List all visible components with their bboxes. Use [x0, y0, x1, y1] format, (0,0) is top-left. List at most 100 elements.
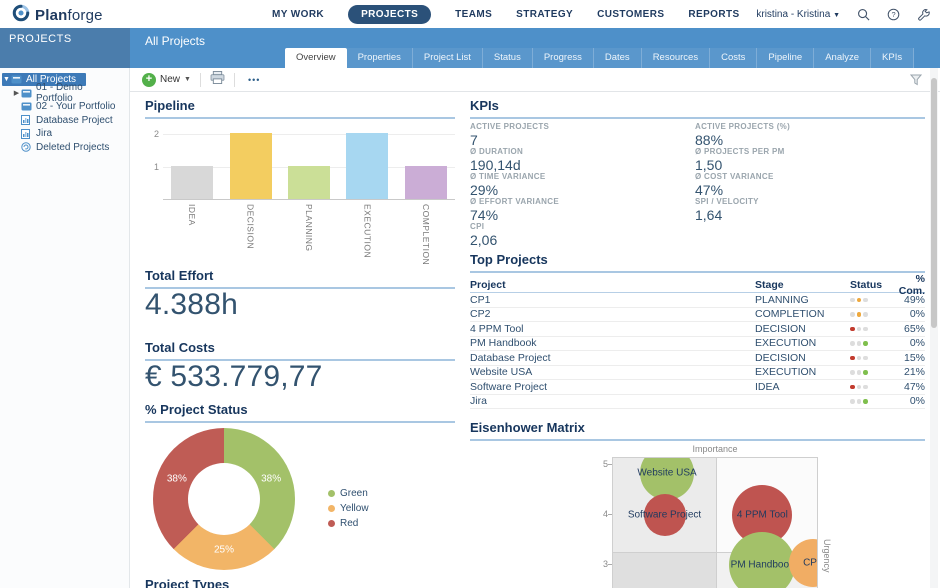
filter-icon[interactable] [909, 73, 923, 91]
eisenhower-y-axis-label: Urgency [822, 539, 832, 573]
eisenhower-ytick-4: 4 [602, 509, 608, 519]
nav-item-projects[interactable]: PROJECTS [348, 4, 432, 24]
bubble-pm-handbook[interactable] [729, 532, 796, 588]
kpi-label: ACTIVE PROJECTS [470, 122, 550, 131]
sidebar-item-deleted-projects[interactable]: Deleted Projects [12, 141, 119, 154]
cell-status traffic-light-red [850, 384, 890, 389]
cell-project: PM Handbook [470, 337, 537, 350]
project-status-title: % Project Status [145, 402, 455, 423]
status-dot-red [850, 384, 855, 389]
kpi-active-projects: ACTIVE PROJECTS (%) 88% [695, 122, 925, 148]
bar-label-execution: EXECUTION [362, 204, 373, 259]
bar-execution[interactable] [346, 133, 389, 199]
page-header-band: PROJECTS All Projects Overview Properties… [0, 28, 940, 68]
dashboard-content: Pipeline 2 1 IDEA DECISION PLANNING EXECUTI… [130, 92, 930, 588]
status-dot-green [863, 312, 868, 317]
nav-item-my-work[interactable]: MY WORK [272, 8, 325, 20]
tab-properties[interactable]: Properties [346, 48, 413, 68]
brand-text: Planforge [35, 7, 103, 24]
sidebar-item-label: 02 - Your Portfolio [36, 101, 116, 112]
column-header-stage[interactable]: Stage [755, 279, 784, 291]
status-dot-red [850, 312, 855, 317]
tab-bar: Overview Properties Project List Status Prog… [285, 48, 915, 68]
sidebar-item-database-project[interactable]: Database Project [12, 114, 123, 127]
tickmark [608, 564, 612, 565]
kpi-value: 29% [470, 182, 499, 198]
sidebar-item-02-your-portfolio[interactable]: 02 - Your Portfolio [12, 100, 126, 113]
status-dot-yellow [856, 341, 861, 346]
table-row-website-usa[interactable]: Website USA EXECUTION 21% [470, 366, 925, 380]
cell-completion: 0% [909, 395, 925, 408]
tab-costs[interactable]: Costs [710, 48, 758, 68]
search-icon[interactable] [857, 8, 870, 21]
eisenhower-ytick-3: 3 [602, 559, 608, 569]
tab-progress[interactable]: Progress [532, 48, 594, 68]
bar-idea[interactable] [171, 166, 214, 199]
nav-item-reports[interactable]: REPORTS [688, 8, 740, 20]
svg-text:?: ? [891, 10, 895, 19]
column-header-project[interactable]: Project [470, 279, 506, 291]
bar-decision[interactable] [229, 133, 272, 199]
column-header-status[interactable]: Status [850, 279, 883, 291]
cell-status traffic-light-green [850, 370, 890, 375]
kpi-label: ACTIVE PROJECTS (%) [695, 122, 791, 131]
tab-overview[interactable]: Overview [285, 48, 347, 68]
nav-item-strategy[interactable]: STRATEGY [516, 8, 574, 20]
tree-caret-right-icon[interactable]: ▶ [13, 90, 20, 97]
legend-dot-red [328, 520, 335, 527]
tab-analyze[interactable]: Analyze [814, 48, 872, 68]
tab-pipeline[interactable]: Pipeline [757, 48, 815, 68]
status-dot-red [850, 355, 855, 360]
more-button[interactable]: ••• [247, 74, 261, 85]
legend-item-red[interactable]: Red [328, 518, 369, 529]
table-row-software-project[interactable]: Software Project IDEA 47% [470, 380, 925, 395]
legend-item-green[interactable]: Green [328, 488, 369, 499]
donut-label-yellow: 25% [213, 544, 235, 556]
table-row-4-ppm-tool[interactable]: 4 PPM Tool DECISION 65% [470, 322, 925, 337]
bar-completion[interactable] [404, 166, 447, 199]
user-menu[interactable]: kristina - Kristina ▼ [756, 8, 840, 20]
tree-caret-down-icon[interactable]: ▼ [3, 76, 10, 83]
bar-planning[interactable] [287, 166, 330, 199]
sidebar-item-01-demo-portfolio[interactable]: ▶ 01 - Demo Portfolio [12, 82, 129, 104]
cell-status traffic-light-yellow [850, 297, 890, 302]
project-tree: ▼ All Projects ▶ 01 - Demo Portfolio 02 - Yo… [0, 73, 129, 154]
admin-wrench-icon[interactable] [917, 8, 930, 21]
tab-project-list[interactable]: Project List [412, 48, 483, 68]
user-area: kristina - Kristina ▼ ? [756, 0, 930, 28]
eisenhower-plot-area: Website USA Software Project 4 PPM Tool PM … [612, 457, 818, 588]
module-label: PROJECTS [9, 33, 72, 45]
tab-kpis[interactable]: KPIs [871, 48, 915, 68]
tickmark [608, 514, 612, 515]
scrollbar-thumb[interactable] [931, 78, 937, 328]
tab-status[interactable]: Status [482, 48, 533, 68]
cell-completion: 0% [909, 337, 925, 350]
bubble-software-project[interactable] [643, 494, 686, 536]
legend-item-yellow[interactable]: Yellow [328, 503, 369, 514]
nav-item-teams[interactable]: TEAMS [455, 8, 493, 20]
nav-item-customers[interactable]: CUSTOMERS [597, 8, 665, 20]
column-header-com[interactable]: % Com. [898, 273, 925, 297]
sidebar-item-all-projects[interactable]: ▼ All Projects [2, 73, 87, 86]
status-dot-green [863, 355, 868, 360]
sidebar-item-label: Deleted Projects [36, 141, 110, 153]
table-row-database-project[interactable]: Database Project DECISION 15% [470, 351, 925, 366]
table-row-cp2[interactable]: CP2 COMPLETION 0% [470, 308, 925, 322]
kpi-cost-variance: Ø COST VARIANCE 47% [695, 172, 925, 198]
vertical-scrollbar[interactable] [930, 68, 938, 588]
status-dot-green [863, 384, 868, 389]
module-strip: PROJECTS [0, 28, 130, 68]
tab-dates[interactable]: Dates [593, 48, 642, 68]
planforge-logo[interactable]: Planforge [12, 4, 103, 27]
print-button[interactable] [210, 70, 225, 89]
sidebar-item-jira[interactable]: Jira [12, 127, 62, 140]
main-nav: MY WORK PROJECTS TEAMS STRATEGY CUSTOMERS REP… [272, 0, 740, 28]
tab-resources[interactable]: Resources [641, 48, 711, 68]
bubble-website-usa[interactable] [640, 458, 695, 500]
help-icon[interactable]: ? [887, 8, 900, 21]
table-row-jira[interactable]: Jira 0% [470, 395, 925, 409]
table-row-pm-handbook[interactable]: PM Handbook EXECUTION 0% [470, 337, 925, 351]
table-row-cp1[interactable]: CP1 PLANNING 49% [470, 293, 925, 308]
pipeline-ytick-2: 2 [153, 129, 159, 139]
new-button[interactable]: + New ▼ [142, 72, 191, 87]
